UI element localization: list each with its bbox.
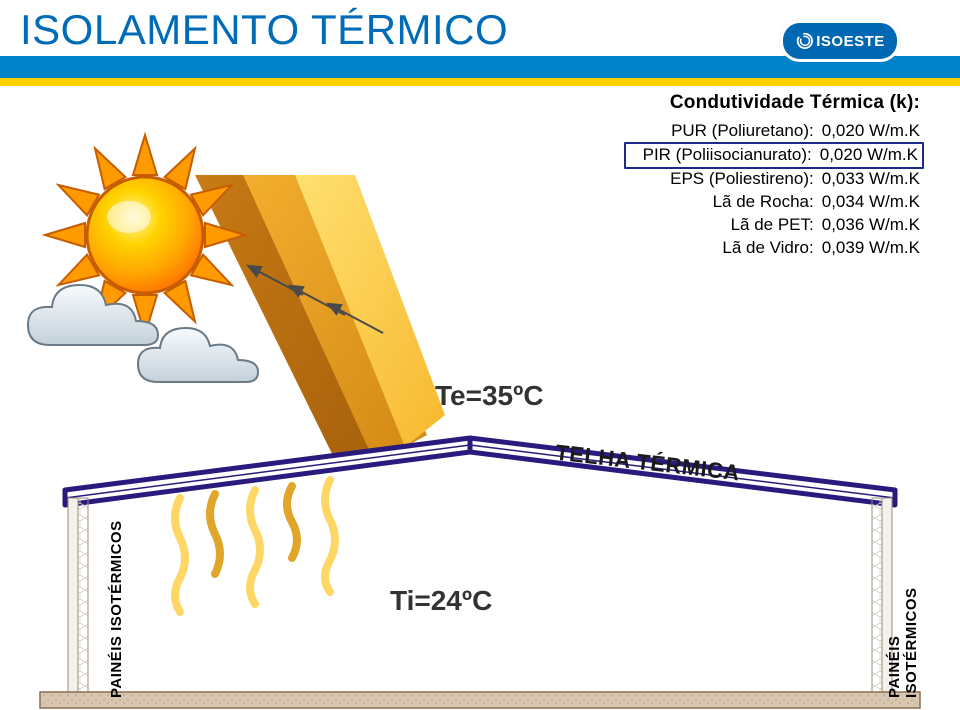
swirl-icon <box>795 32 813 50</box>
panel-right-label: PAINÉIS ISOTÉRMICOS <box>886 588 920 699</box>
header: ISOLAMENTO TÉRMICO ISOESTE <box>0 0 960 70</box>
te-label: Te=35ºC <box>435 380 544 412</box>
header-bars: ISOESTE <box>0 56 960 76</box>
logo: ISOESTE <box>795 32 885 50</box>
ti-label: Ti=24ºC <box>390 585 492 617</box>
diagram: calor calor <box>0 80 960 710</box>
cloud-icon <box>130 320 280 405</box>
building-diagram <box>30 410 930 710</box>
logo-badge: ISOESTE <box>780 20 900 62</box>
panel-left-label: PAINÉIS ISOTÉRMICOS <box>108 520 125 698</box>
